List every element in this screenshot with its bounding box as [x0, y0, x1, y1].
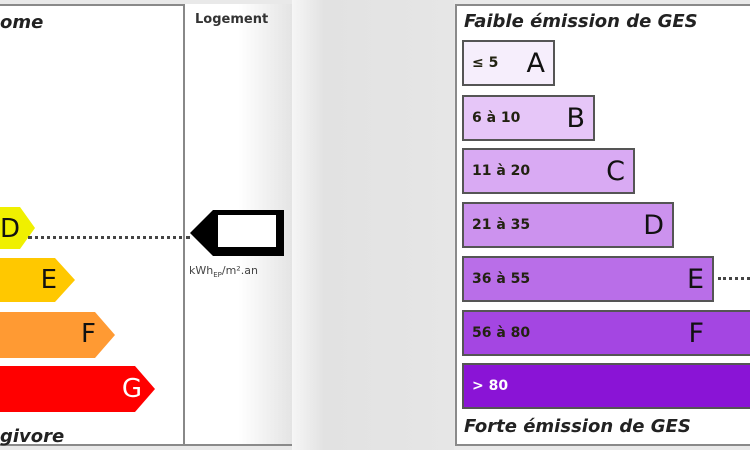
ges-letter: C	[606, 155, 625, 187]
energy-letter-g: G	[121, 374, 142, 404]
energy-unit: kWhEP/m².an	[189, 264, 258, 279]
ges-range: > 80	[472, 378, 509, 394]
ges-bar-g: > 80	[462, 363, 750, 409]
ges-bar-d: 21 à 35 D	[462, 202, 674, 248]
ges-indicator-line	[718, 277, 750, 280]
energy-bar-f	[0, 312, 115, 358]
energy-letter-f: F	[81, 319, 96, 349]
energy-bar-d	[0, 207, 35, 249]
ges-range: 11 à 20	[472, 163, 531, 179]
unit-rest: /m².an	[221, 264, 258, 277]
ges-letter: B	[566, 102, 585, 134]
ges-range: 6 à 10	[472, 110, 521, 126]
ges-range: 21 à 35	[472, 217, 531, 233]
ges-letter: D	[643, 209, 664, 241]
energy-letter-d: D	[0, 214, 21, 244]
logement-header: Logement	[195, 12, 269, 27]
ges-bar-f: 56 à 80 F	[462, 310, 750, 356]
energy-bottom-label: givore	[0, 426, 65, 447]
ges-range: 56 à 80	[472, 325, 531, 341]
unit-main: kWh	[189, 264, 214, 277]
ges-range: 36 à 55	[472, 271, 531, 287]
energy-letter-e: E	[40, 265, 57, 295]
ges-bar-c: 11 à 20 C	[462, 148, 635, 194]
energy-bar-e	[0, 258, 75, 302]
page-gutter	[292, 0, 454, 450]
ges-bar-a: ≤ 5 A	[462, 40, 555, 86]
ges-top-label: Faible émission de GES	[464, 11, 698, 32]
ges-letter: E	[686, 263, 704, 295]
ges-letter: F	[688, 317, 704, 349]
energy-indicator-line	[28, 236, 190, 239]
ges-bar-e: 36 à 55 E	[462, 256, 714, 302]
energy-bar-g	[0, 366, 155, 412]
unit-sub: EP	[213, 271, 222, 280]
ges-bottom-label: Forte émission de GES	[464, 416, 691, 437]
ges-bar-b: 6 à 10 B	[462, 95, 595, 141]
energy-value-marker	[190, 210, 284, 256]
ges-range: ≤ 5	[472, 55, 499, 71]
ges-letter: A	[526, 47, 545, 79]
energy-bars	[0, 207, 155, 412]
energy-top-label: ome	[0, 12, 44, 33]
